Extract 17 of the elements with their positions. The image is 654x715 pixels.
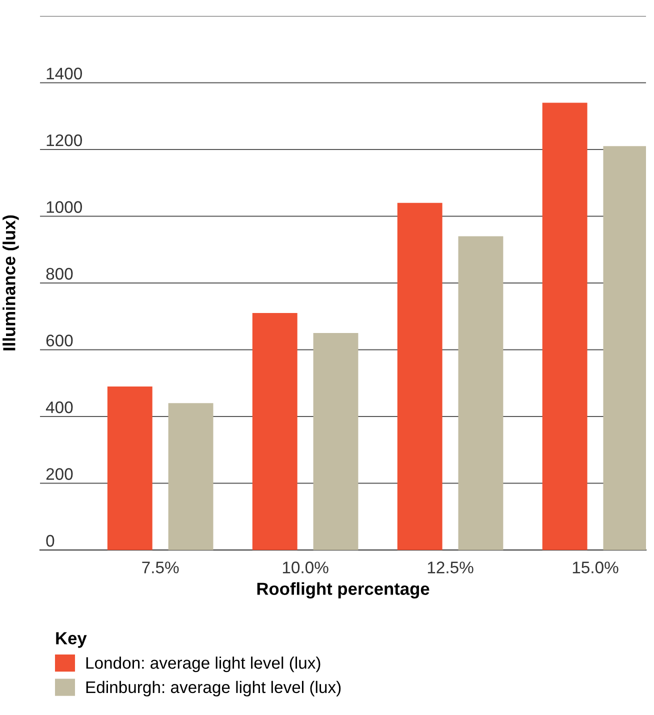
x-tick-label: 12.5% — [428, 562, 474, 574]
x-tick-label: 15.0% — [572, 562, 618, 574]
x-axis-title: Rooflight percentage — [257, 582, 430, 598]
x-tick-label: 7.5% — [142, 562, 179, 574]
legend-title: Key — [56, 632, 87, 648]
y-tick-label: 800 — [46, 268, 73, 280]
y-tick-label: 0 — [46, 534, 54, 547]
legend-label: London: average light level (lux) — [86, 656, 320, 672]
y-tick-label: 1000 — [46, 201, 82, 213]
x-tick-label: 10.0% — [282, 562, 328, 574]
y-tick-label: 400 — [46, 401, 73, 414]
y-tick-label: 1400 — [46, 68, 82, 80]
y-tick-label: 200 — [46, 468, 73, 480]
legend-label: Edinburgh: average light level (lux) — [86, 680, 341, 696]
y-tick-label: 600 — [46, 334, 73, 346]
y-axis-title: Illuminance (lux) — [2, 215, 19, 350]
y-tick-label: 1200 — [46, 134, 82, 146]
